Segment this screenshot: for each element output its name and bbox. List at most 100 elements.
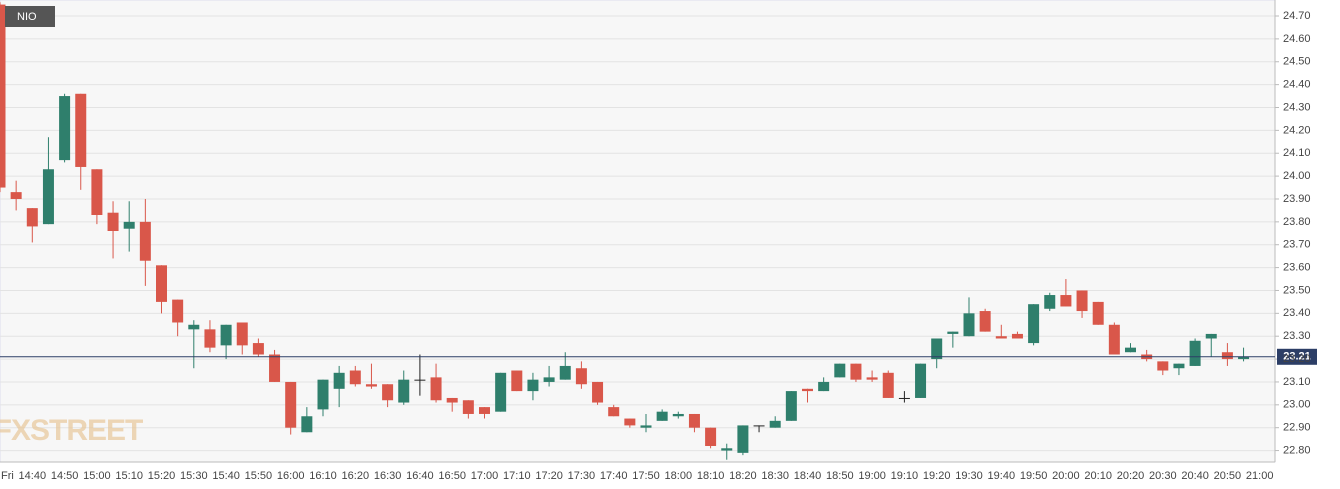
candle-body <box>220 324 232 346</box>
candle-body <box>1044 295 1056 309</box>
x-tick-label: 18:40 <box>794 470 822 482</box>
x-tick-label: 17:10 <box>503 470 531 482</box>
candle-body <box>511 370 523 392</box>
candle-body <box>26 208 38 227</box>
x-tick-label: 18:10 <box>697 470 725 482</box>
candle-body <box>414 379 426 381</box>
candle-body <box>59 96 71 161</box>
candle-body <box>479 407 490 414</box>
candle-body <box>1189 340 1201 366</box>
candle-body <box>866 377 878 380</box>
y-tick-label: 24.00 <box>1283 170 1311 182</box>
candle-body <box>1028 304 1040 344</box>
y-tick-label: 23.10 <box>1283 376 1311 388</box>
candle-body <box>156 265 167 302</box>
candle-body <box>963 313 975 337</box>
candle-body <box>1076 290 1088 312</box>
x-tick-label: 15:30 <box>180 470 208 482</box>
x-tick-label: 19:40 <box>988 470 1016 482</box>
candle-body <box>123 221 135 229</box>
y-tick-label: 24.70 <box>1283 10 1311 22</box>
candle-body <box>592 381 604 403</box>
y-tick-label: 24.20 <box>1283 124 1311 136</box>
candle-body <box>75 93 87 167</box>
x-tick-label: 17:20 <box>535 470 563 482</box>
x-tick-label: 20:30 <box>1149 470 1177 482</box>
candle-body <box>285 381 297 428</box>
y-tick-label: 23.70 <box>1283 239 1311 251</box>
plot-area <box>0 0 1276 463</box>
candle-body <box>301 416 313 433</box>
y-tick-label: 24.60 <box>1283 33 1311 45</box>
y-tick-label: 23.00 <box>1283 399 1311 411</box>
x-tick-label: 20:20 <box>1117 470 1145 482</box>
candle-body <box>1011 333 1023 339</box>
candle-body <box>382 384 394 401</box>
y-tick-label: 24.10 <box>1283 147 1311 159</box>
last-price-label: 23.21 <box>1283 351 1311 363</box>
candle-body <box>898 397 910 399</box>
symbol-label: NIO <box>17 11 37 23</box>
x-tick-label: 16:40 <box>406 470 434 482</box>
x-tick-label: 16:10 <box>309 470 337 482</box>
candle-body <box>527 379 539 392</box>
x-tick-label: 20:10 <box>1084 470 1112 482</box>
candle-body <box>947 331 959 334</box>
candle-body <box>785 391 797 421</box>
candle-body <box>656 411 668 421</box>
x-tick-label: 20:50 <box>1214 470 1242 482</box>
x-tick-label: 17:00 <box>471 470 499 482</box>
candle-body <box>398 379 410 403</box>
candle-body <box>1060 295 1072 307</box>
x-tick-label: 16:50 <box>438 470 466 482</box>
x-tick-label: 18:20 <box>729 470 757 482</box>
x-tick-label: 19:20 <box>923 470 951 482</box>
y-tick-label: 22.80 <box>1283 444 1311 456</box>
x-tick-label: 16:20 <box>342 470 370 482</box>
x-tick-label: 17:50 <box>632 470 660 482</box>
y-tick-label: 24.50 <box>1283 56 1311 68</box>
y-tick-label: 23.40 <box>1283 307 1311 319</box>
x-tick-label: 19:10 <box>891 470 919 482</box>
candle-body <box>495 372 507 412</box>
y-tick-label: 23.50 <box>1283 284 1311 296</box>
x-tick-label: 16:30 <box>374 470 402 482</box>
candle-body <box>446 397 458 403</box>
candle-body <box>1125 347 1136 353</box>
x-tick-label: 16:00 <box>277 470 305 482</box>
y-tick-label: 24.40 <box>1283 79 1311 91</box>
candle-body <box>333 372 345 389</box>
y-tick-label: 23.80 <box>1283 216 1311 228</box>
x-tick-label: 19:50 <box>1020 470 1048 482</box>
candles <box>0 2 1250 460</box>
x-tick-label: 20:40 <box>1181 470 1209 482</box>
x-tick-label: 17:40 <box>600 470 628 482</box>
candle-body <box>107 212 119 231</box>
candle-body <box>42 169 54 225</box>
candle-body <box>430 377 442 401</box>
candle-body <box>188 324 200 330</box>
candle-body <box>1157 361 1169 371</box>
candle-body <box>1108 324 1120 355</box>
candle-body <box>672 413 684 417</box>
candle-body <box>608 407 620 417</box>
candle-body <box>802 388 813 392</box>
x-tick-label: 15:10 <box>115 470 143 482</box>
x-tick-label: 15:00 <box>83 470 111 482</box>
candle-body <box>1092 301 1104 325</box>
y-tick-label: 23.20 <box>1283 353 1311 365</box>
candle-body <box>317 379 329 410</box>
candle-body <box>559 365 571 380</box>
candle-body <box>543 377 555 382</box>
candle-body <box>915 363 927 398</box>
last-price-badge <box>1277 348 1317 365</box>
candle-body <box>624 418 636 426</box>
candle-body <box>1221 352 1233 360</box>
y-tick-label: 24.30 <box>1283 101 1311 113</box>
candle-body <box>236 322 248 346</box>
candle-body <box>462 400 474 414</box>
x-tick-label: 18:00 <box>665 470 693 482</box>
x-tick-label: 14:50 <box>51 470 79 482</box>
candle-body <box>349 370 361 385</box>
x-tick-label: 19:30 <box>955 470 983 482</box>
